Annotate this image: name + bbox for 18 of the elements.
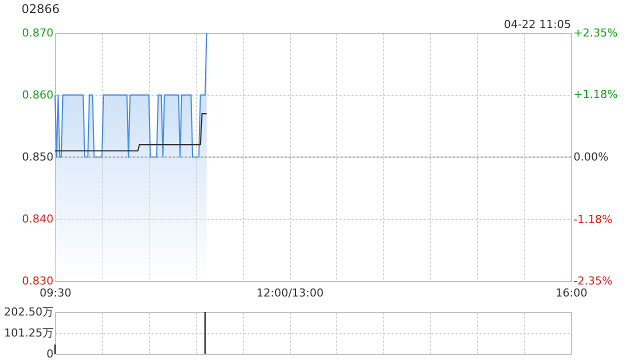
y2-tick-label: 0.00% — [574, 150, 608, 164]
y-tick-label: 0 — [46, 348, 54, 360]
x-tick-label: 09:30 — [40, 286, 72, 300]
y-tick-label: 0.860 — [22, 88, 54, 102]
y2-tick-label: +2.35% — [574, 26, 618, 40]
chart-title: 02866 — [22, 2, 60, 16]
x-tick-label: 16:00 — [556, 286, 588, 300]
y-tick-label: 0.850 — [22, 150, 54, 164]
y-tick-label: 202.50万 — [4, 306, 54, 318]
y2-tick-label: -1.18% — [574, 212, 612, 226]
y-tick-label: 0.840 — [22, 212, 54, 226]
y-tick-label: 0.870 — [22, 26, 54, 40]
y2-tick-label: +1.18% — [574, 88, 618, 102]
y2-tick-label: -2.35% — [574, 274, 612, 288]
text: 04-22 11:05 — [504, 18, 571, 31]
x-tick-label: 12:00/13:00 — [256, 286, 324, 300]
y-tick-label: 0.830 — [22, 274, 54, 288]
y-tick-label: 101.25万 — [4, 326, 54, 340]
